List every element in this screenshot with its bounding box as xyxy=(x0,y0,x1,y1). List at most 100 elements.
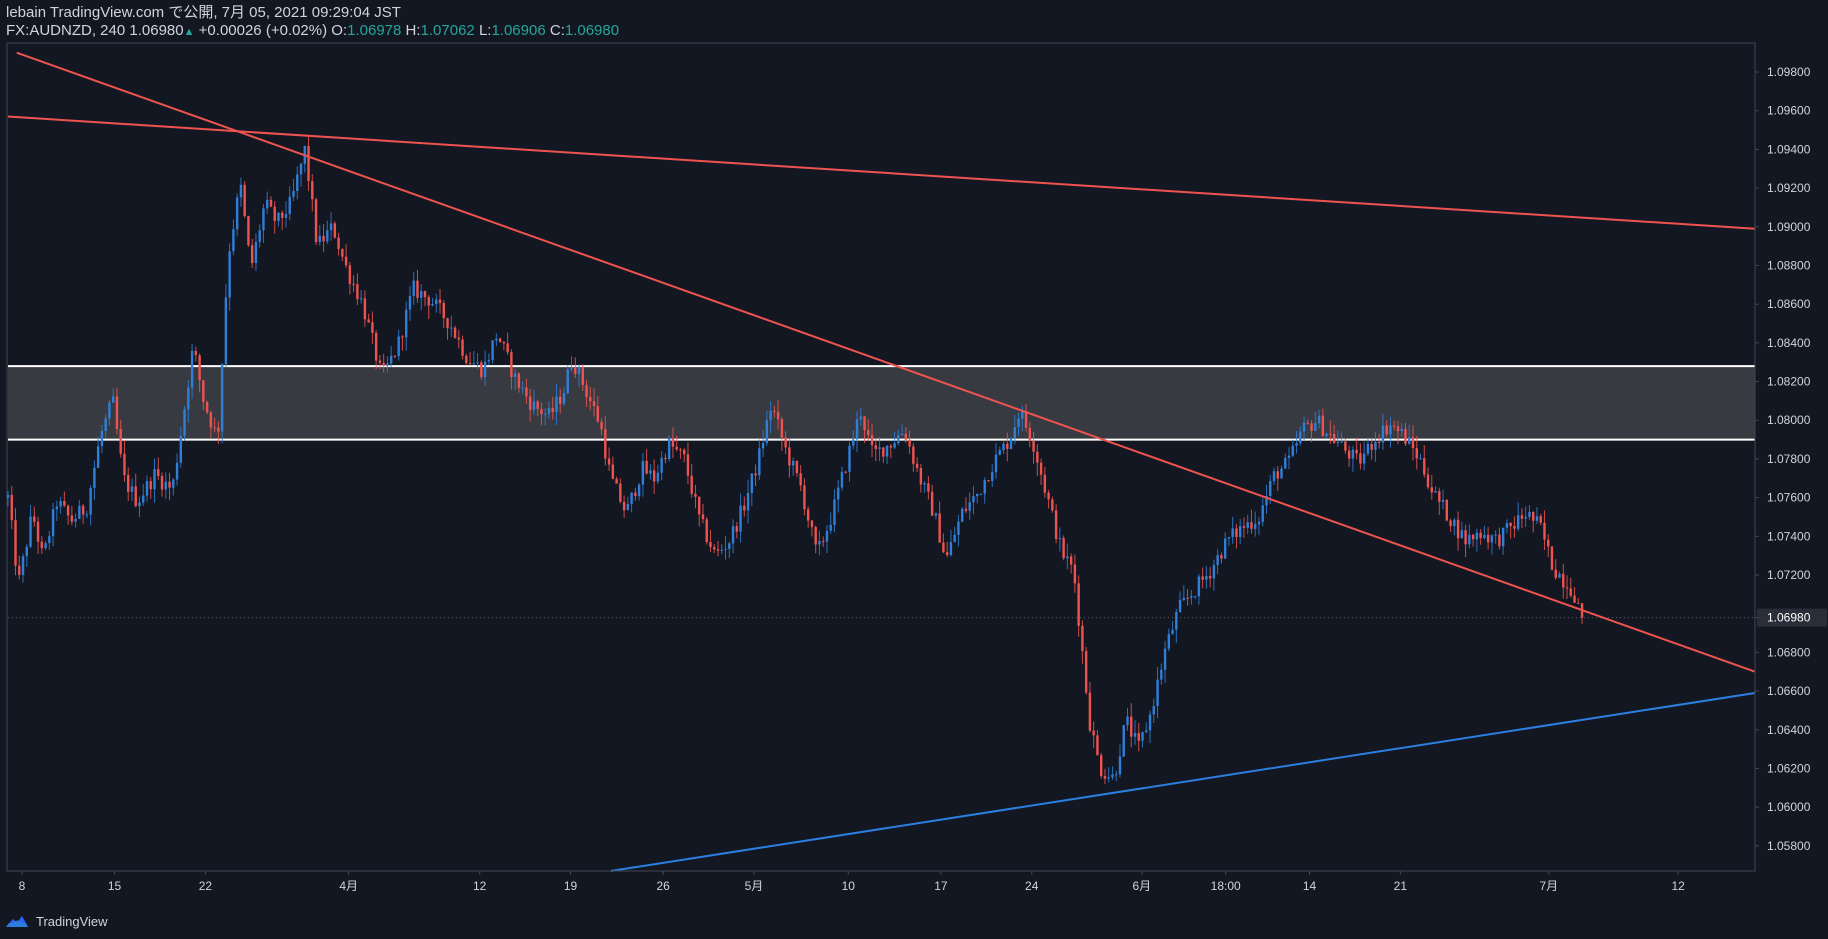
candle-body xyxy=(795,461,799,474)
candle-body xyxy=(157,469,160,476)
candle-body xyxy=(420,291,423,298)
resistance-zone[interactable] xyxy=(8,366,1755,440)
open-value: 1.06978 xyxy=(347,22,402,39)
trendline-descending-main[interactable] xyxy=(16,51,1756,673)
candle-body xyxy=(570,367,573,370)
candle-body xyxy=(243,184,246,217)
time-tick-label: 18:00 xyxy=(1211,879,1241,893)
candle-body xyxy=(1423,458,1426,475)
candle-body xyxy=(1299,431,1302,444)
candle-body xyxy=(1291,445,1294,456)
chart-pane[interactable] xyxy=(6,42,1756,872)
candle-body xyxy=(660,457,663,473)
candle-body xyxy=(1246,522,1249,528)
candle-body xyxy=(525,387,528,397)
time-tick-label: 6月 xyxy=(1132,879,1151,893)
time-axis[interactable]: 8 15 22 4月 12 19 26 5月 10 17 24 6月 18:00 14 21 7月 12 xyxy=(8,870,1755,893)
candle-body xyxy=(1231,528,1234,538)
candle-body xyxy=(776,411,780,420)
candle-body xyxy=(1133,733,1137,737)
candle-body xyxy=(318,235,322,243)
candle-body xyxy=(1554,569,1557,578)
candle-body xyxy=(611,464,615,479)
candle-body xyxy=(1115,774,1118,776)
candle-body xyxy=(1099,755,1103,777)
candle-body xyxy=(1430,487,1433,493)
candle-body xyxy=(164,481,167,490)
candle-body xyxy=(1163,648,1167,670)
candle-body xyxy=(292,190,295,197)
candle-body xyxy=(589,396,592,402)
candle-body xyxy=(187,387,190,410)
time-tick-label: 12 xyxy=(1671,879,1685,893)
candle-body xyxy=(1520,515,1524,519)
candle-body xyxy=(78,505,81,519)
close-value: 1.06980 xyxy=(564,22,620,39)
candle-body xyxy=(51,509,55,537)
candle-body xyxy=(1434,491,1437,493)
candle-body xyxy=(912,446,915,464)
candle-body xyxy=(930,491,934,516)
price-tick-label: 1.09000 xyxy=(1767,220,1811,234)
candle-body xyxy=(1547,539,1550,547)
candle-body xyxy=(348,265,352,284)
candle-body xyxy=(758,448,761,476)
candle-body xyxy=(1340,441,1343,443)
candle-body xyxy=(299,163,303,175)
candle-body xyxy=(649,470,652,474)
candle-body xyxy=(893,443,896,448)
candle-body xyxy=(269,199,273,207)
candle-body xyxy=(821,541,825,543)
trendline-descending-upper[interactable] xyxy=(7,115,1756,230)
candle-body xyxy=(998,450,1001,455)
candle-body xyxy=(829,524,832,531)
candle-body xyxy=(904,433,908,440)
candle-body xyxy=(837,487,840,500)
candle-body xyxy=(1464,530,1467,545)
candle-body xyxy=(739,505,742,532)
candle-body xyxy=(1103,776,1107,779)
candle-body xyxy=(1107,777,1110,779)
candle-body xyxy=(1374,441,1377,450)
low-label: L: xyxy=(478,22,492,39)
candle-body xyxy=(1332,433,1336,443)
candle-body xyxy=(266,199,269,209)
candle-body xyxy=(870,434,874,446)
candle-body xyxy=(115,396,119,429)
candle-body xyxy=(1054,510,1058,540)
price-axis[interactable]: 1.09800 1.09600 1.09400 1.09200 1.09000 1.088… xyxy=(1754,43,1827,871)
candle-body xyxy=(784,437,787,448)
candle-body xyxy=(220,364,224,432)
trendline-ascending-support[interactable] xyxy=(610,692,1756,872)
candle-body xyxy=(145,481,149,496)
candle-body xyxy=(900,433,904,436)
candle-body xyxy=(1039,462,1043,475)
candle-body xyxy=(1441,499,1445,502)
candle-body xyxy=(818,541,821,545)
candle-body xyxy=(1257,521,1261,525)
candle-body xyxy=(1302,422,1306,432)
candles[interactable] xyxy=(6,134,1584,785)
candle-body xyxy=(528,396,532,410)
candle-body xyxy=(1377,441,1381,443)
candle-body xyxy=(119,428,122,454)
candle-body xyxy=(1261,505,1264,522)
candle-body xyxy=(566,369,569,394)
candle-body xyxy=(213,427,216,429)
candle-body xyxy=(750,473,754,494)
candle-body xyxy=(1494,534,1497,536)
candle-body xyxy=(743,505,746,511)
candle-body xyxy=(698,496,701,515)
price-change: +0.00026 (+0.02%) xyxy=(198,22,328,39)
candle-body xyxy=(1306,422,1310,424)
low-value: 1.06906 xyxy=(491,22,546,39)
candle-body xyxy=(897,435,900,444)
candle-body xyxy=(1148,714,1152,731)
candle-body xyxy=(1336,442,1340,444)
candle-body xyxy=(735,526,738,532)
candle-body xyxy=(250,245,254,264)
candle-body xyxy=(175,462,179,480)
candle-body xyxy=(1565,587,1569,589)
candle-body xyxy=(228,251,231,298)
